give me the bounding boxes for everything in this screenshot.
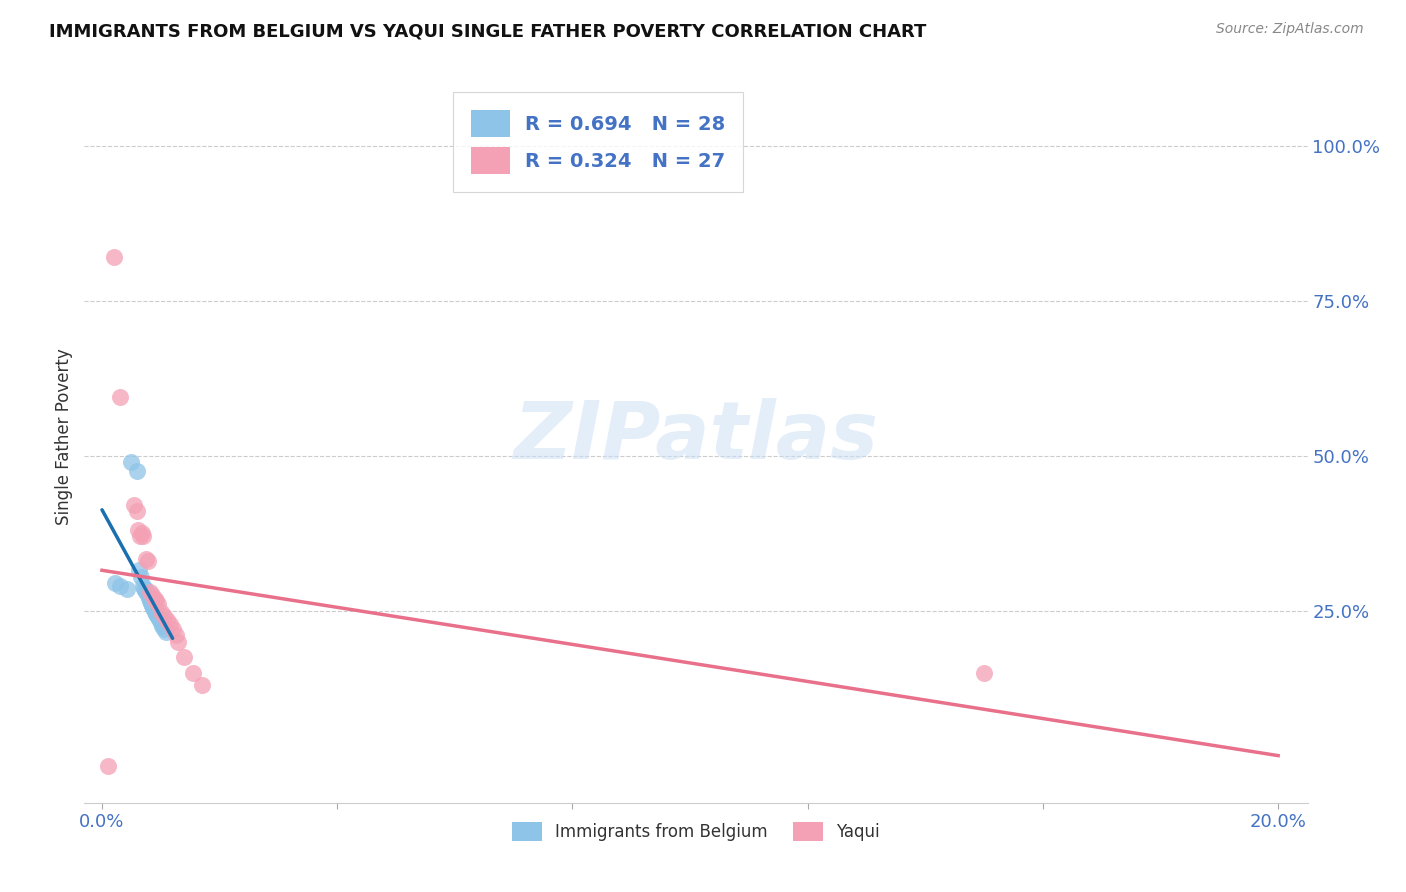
Point [191, 678, 214, 692]
Point [131, 569, 153, 583]
Point [149, 605, 172, 619]
Point [135, 552, 157, 566]
Point [139, 596, 162, 610]
Text: IMMIGRANTS FROM BELGIUM VS YAQUI SINGLE FATHER POVERTY CORRELATION CHART: IMMIGRANTS FROM BELGIUM VS YAQUI SINGLE … [49, 22, 927, 40]
Point [149, 615, 172, 630]
Text: Source: ZipAtlas.com: Source: ZipAtlas.com [1216, 22, 1364, 37]
Legend: Immigrants from Belgium, Yaqui: Immigrants from Belgium, Yaqui [503, 814, 889, 849]
Y-axis label: Single Father Poverty: Single Father Poverty [55, 349, 73, 525]
Point [120, 455, 142, 469]
Point [141, 599, 163, 613]
Point [145, 607, 167, 622]
Point [134, 582, 156, 596]
Point [127, 504, 149, 518]
Point [143, 592, 166, 607]
Point [132, 579, 155, 593]
Point [142, 600, 165, 615]
Point [136, 588, 159, 602]
Point [152, 622, 174, 636]
Point [148, 612, 170, 626]
Point [134, 582, 156, 596]
Point [145, 594, 167, 608]
Point [156, 613, 179, 627]
Point [128, 563, 150, 577]
Point [138, 591, 160, 606]
Point [973, 665, 995, 680]
Point [159, 617, 181, 632]
Point [115, 582, 138, 596]
Point [146, 610, 169, 624]
Point [155, 625, 177, 640]
Point [142, 602, 165, 616]
Point [165, 628, 187, 642]
Point [135, 585, 157, 599]
Point [181, 665, 204, 680]
Point [141, 588, 163, 602]
Point [150, 619, 173, 633]
Point [124, 498, 146, 512]
Point [127, 464, 149, 478]
Point [139, 594, 162, 608]
Point [145, 607, 167, 621]
Point [127, 523, 149, 537]
Point [173, 650, 195, 665]
Point [104, 575, 127, 590]
Point [97, 758, 120, 772]
Point [143, 605, 166, 619]
Point [129, 529, 152, 543]
Point [108, 579, 131, 593]
Point [146, 598, 169, 612]
Point [132, 529, 155, 543]
Point [152, 608, 174, 623]
Point [131, 526, 153, 541]
Point [136, 554, 159, 568]
Point [139, 585, 162, 599]
Point [135, 585, 157, 599]
Text: ZIPatlas: ZIPatlas [513, 398, 879, 476]
Point [167, 634, 190, 648]
Point [108, 390, 131, 404]
Point [103, 250, 125, 264]
Point [162, 622, 184, 636]
